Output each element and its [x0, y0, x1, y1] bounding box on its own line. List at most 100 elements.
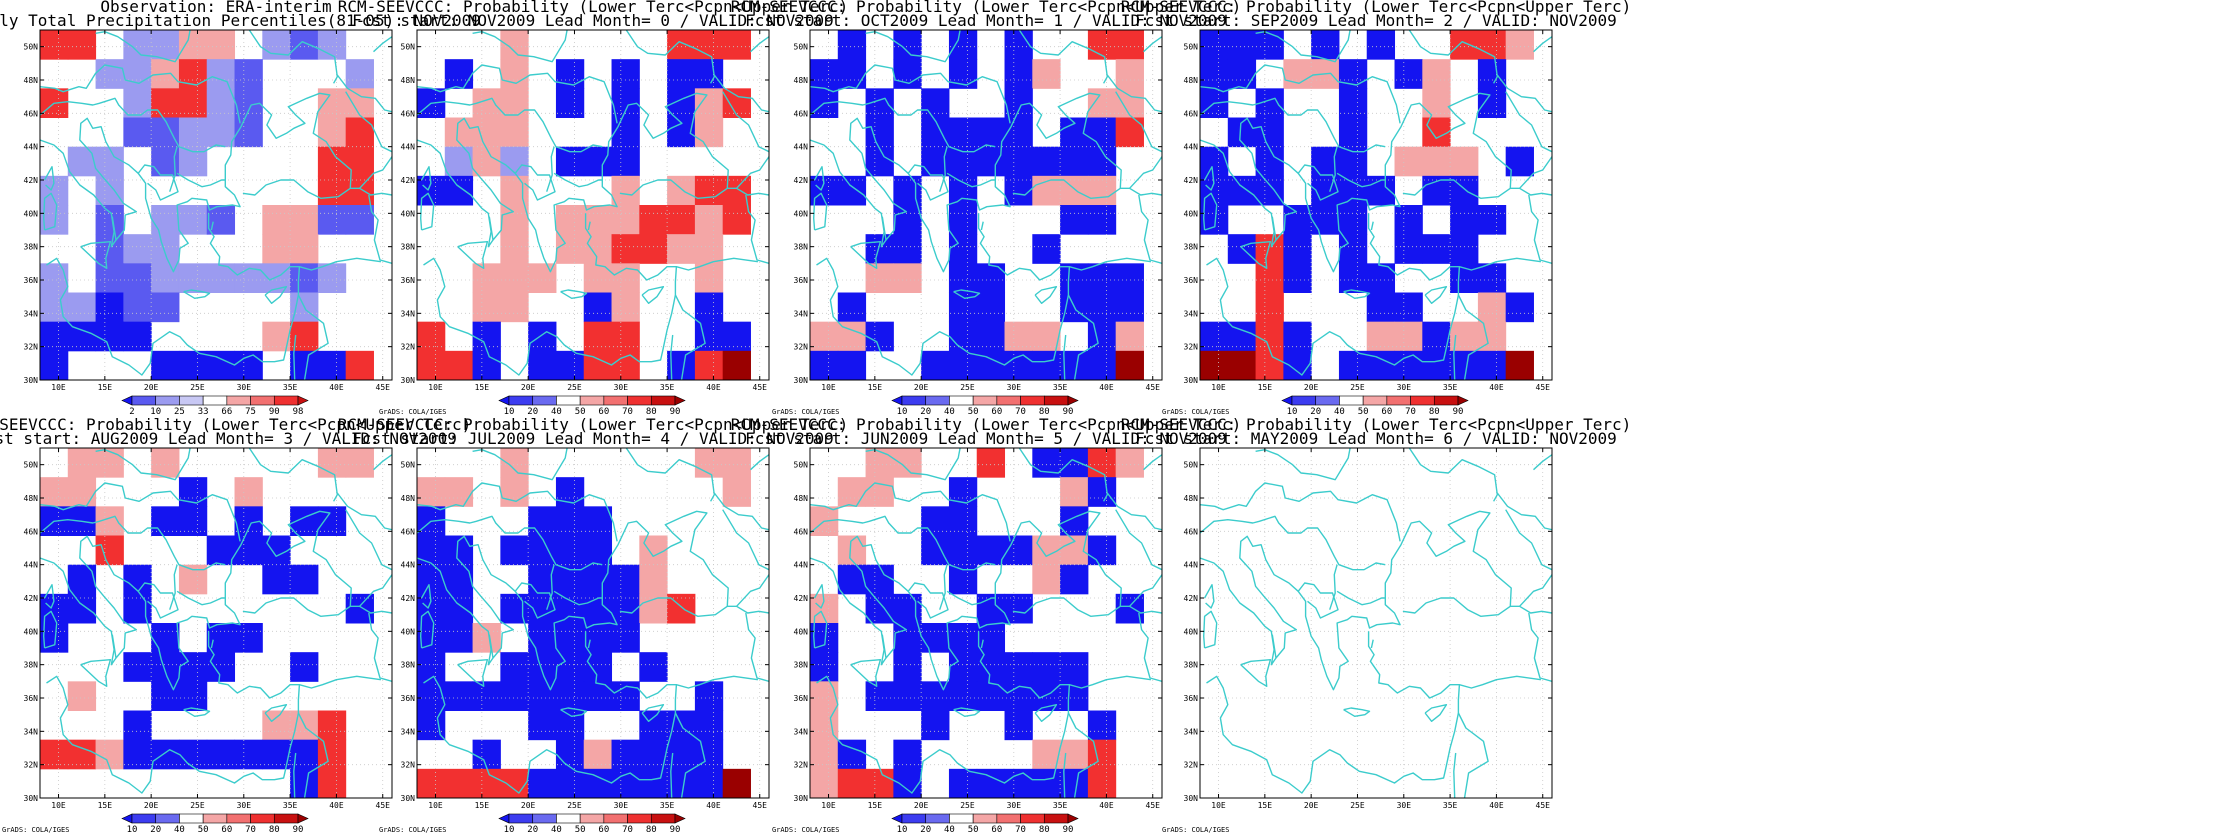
grid-cell — [865, 117, 894, 148]
colorbar-segment — [627, 813, 652, 824]
coastline — [813, 165, 825, 191]
coastline — [80, 240, 112, 269]
grid-cell — [1255, 146, 1284, 177]
lon-label: 20E — [914, 801, 929, 810]
grid-cell — [837, 175, 867, 206]
grid-cell — [976, 652, 1006, 682]
lat-label: 44N — [24, 561, 39, 570]
grid-cell — [611, 205, 640, 235]
grid-cell — [611, 175, 640, 206]
grads-credit: GrADS: COLA/IGES — [772, 408, 839, 416]
lon-label: 20E — [144, 801, 159, 810]
lat-label: 30N — [401, 376, 416, 385]
grid-cell — [555, 205, 585, 235]
panel-title: RCM-SEEVCCC: Probability (Lower Terc<Pcp… — [0, 415, 471, 434]
coastline — [1202, 192, 1218, 231]
grid-cell — [810, 768, 839, 798]
colorbar-label: 20 — [527, 825, 538, 835]
grid-cell — [1115, 350, 1144, 380]
map-area — [417, 30, 769, 380]
coastline — [1106, 74, 1162, 113]
grid-cell — [67, 477, 97, 507]
grid-cell — [1087, 710, 1117, 741]
lat-label: 34N — [401, 309, 416, 318]
lon-label: 30E — [1007, 383, 1022, 392]
grid-cell — [1060, 652, 1089, 682]
coastline — [1408, 448, 1499, 502]
colorbar-segment — [155, 813, 180, 824]
lon-label: 45E — [1536, 801, 1551, 810]
grid-cell — [722, 88, 751, 118]
grid-cell — [722, 321, 751, 352]
coastline — [420, 610, 435, 649]
colorbar-label: 90 — [1453, 407, 1464, 417]
coastline — [1018, 30, 1109, 84]
lon-label: 10E — [51, 801, 66, 810]
grid-cell — [123, 263, 152, 293]
grid-cell — [1032, 234, 1061, 264]
grid-cell — [1283, 321, 1312, 352]
coastline — [1034, 286, 1058, 304]
colorbar-label: 70 — [245, 825, 256, 835]
grid-cell — [417, 350, 446, 380]
grid-cell — [1422, 234, 1451, 264]
grid-cell — [1338, 263, 1368, 293]
colorbar-label: 70 — [1405, 407, 1416, 417]
coastline — [1200, 510, 1512, 691]
coastline — [345, 91, 392, 153]
grid-cell — [1115, 88, 1144, 118]
coastline — [1496, 492, 1552, 531]
lon-label: 20E — [521, 801, 536, 810]
grid-cell — [1394, 234, 1423, 264]
grid-cell — [810, 350, 839, 380]
grid-cell — [444, 350, 474, 380]
colorbar-label: 70 — [622, 407, 633, 417]
colorbar-segment — [972, 395, 998, 406]
coastline — [810, 515, 996, 571]
panel-5: RCM-SEEVCCC: Probability (Lower Terc<Pcp… — [338, 415, 849, 835]
lat-label: 44N — [1184, 561, 1199, 570]
coastline — [1425, 797, 1426, 798]
coastline — [1453, 334, 1457, 380]
lat-label: 44N — [1184, 143, 1199, 152]
grid-cell — [472, 623, 501, 653]
lon-label: 30E — [237, 383, 252, 392]
lon-label: 10E — [1211, 383, 1226, 392]
coastline — [176, 590, 226, 606]
lat-label: 46N — [401, 109, 416, 118]
lon-label: 25E — [567, 801, 582, 810]
grid-cell — [921, 623, 950, 653]
grid-cell — [472, 146, 501, 177]
grid-cell — [555, 535, 585, 566]
colorbar-segment — [949, 395, 974, 406]
grid-cell — [1087, 117, 1117, 148]
grid-cell — [810, 681, 839, 711]
coastline — [373, 454, 392, 471]
grid-cell — [1004, 652, 1033, 682]
lon-label: 30E — [237, 801, 252, 810]
grid-cell — [1200, 146, 1229, 177]
grid-cell — [893, 739, 922, 770]
colorbar-label: 80 — [1039, 825, 1050, 835]
grid-cell — [528, 350, 557, 380]
grid-cell — [417, 768, 446, 798]
coastline — [642, 379, 643, 380]
lon-label: 40E — [1099, 801, 1114, 810]
grid-cell — [206, 652, 236, 682]
lon-label: 25E — [567, 383, 582, 392]
coastline — [939, 564, 948, 610]
coastline — [865, 448, 961, 481]
grid-cell — [921, 350, 950, 380]
grid-cell — [151, 623, 180, 653]
grid-cell — [722, 205, 751, 235]
lat-label: 30N — [794, 794, 809, 803]
grid-cell — [262, 564, 291, 595]
coastline — [810, 97, 996, 153]
lon-label: 40E — [329, 801, 344, 810]
coastline — [359, 605, 392, 614]
grid-cell — [317, 768, 347, 798]
coastline — [1200, 64, 1401, 124]
colorbar-label: 80 — [646, 407, 657, 417]
colorbar-label: 80 — [1039, 407, 1050, 417]
grid-cell — [500, 681, 529, 711]
